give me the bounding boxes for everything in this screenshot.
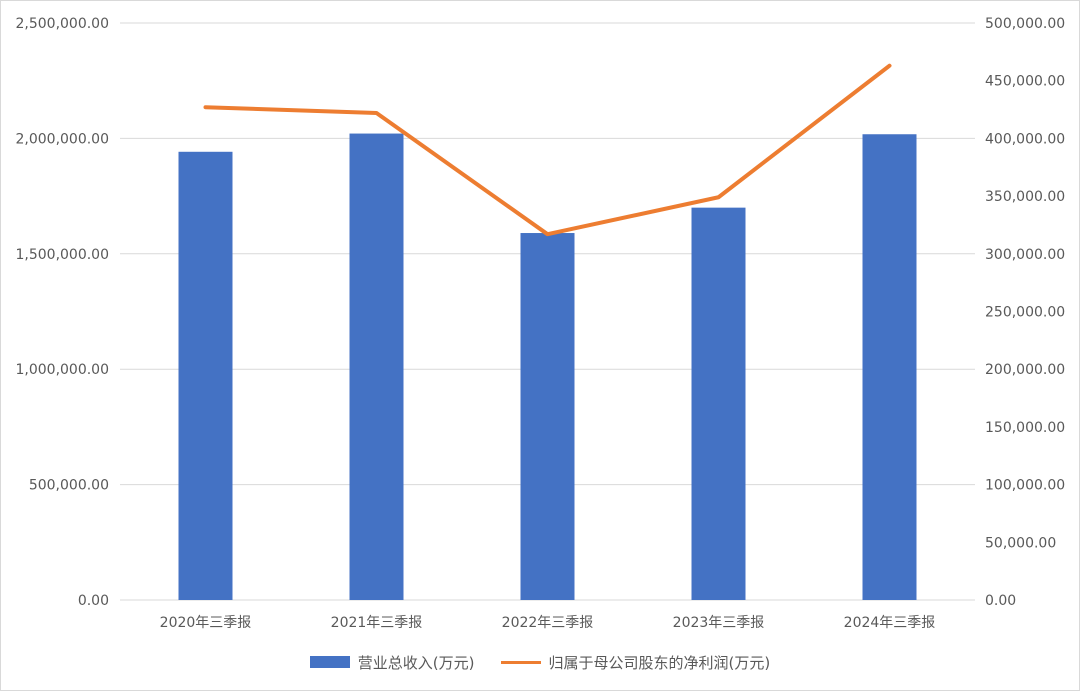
right-tick-label: 400,000.00 [985,131,1065,147]
revenue-bars [179,134,917,600]
revenue-bar [179,152,233,600]
x-tick-label: 2022年三季报 [502,615,594,631]
legend-label-net-profit: 归属于母公司股东的净利润(万元) [549,652,771,673]
x-tick-label: 2024年三季报 [844,615,936,631]
right-tick-label: 450,000.00 [985,74,1065,90]
revenue-bar [692,208,746,600]
left-tick-label: 500,000.00 [29,478,109,494]
right-tick-label: 50,000.00 [985,535,1056,551]
left-tick-label: 1,500,000.00 [15,247,109,263]
revenue-bar [521,233,575,600]
legend-item-revenue[interactable]: 营业总收入(万元) [310,652,475,673]
left-tick-label: 2,000,000.00 [15,131,109,147]
x-tick-label: 2020年三季报 [160,615,252,631]
x-tick-label: 2021年三季报 [331,615,423,631]
x-axis-labels: 2020年三季报 2021年三季报 2022年三季报 2023年三季报 2024年三季报 [160,615,936,631]
right-axis-labels: 0.00 50,000.00 100,000.00 150,000.00 200,000… [985,16,1065,609]
right-tick-label: 500,000.00 [985,16,1065,32]
left-tick-label: 1,000,000.00 [15,362,109,378]
net-profit-line-path [206,66,890,234]
legend-label-revenue: 营业总收入(万元) [358,652,475,673]
right-tick-label: 200,000.00 [985,362,1065,378]
right-tick-label: 0.00 [985,593,1016,609]
left-axis-labels: 0.00 500,000.00 1,000,000.00 1,500,000.00 2,… [15,16,109,609]
legend-swatch-net-profit [501,661,541,664]
right-tick-label: 150,000.00 [985,420,1065,436]
right-tick-label: 300,000.00 [985,247,1065,263]
revenue-bar [350,134,404,600]
revenue-bar [863,134,917,600]
legend-swatch-revenue [310,656,350,668]
legend-item-net-profit[interactable]: 归属于母公司股东的净利润(万元) [501,652,771,673]
legend: 营业总收入(万元) 归属于母公司股东的净利润(万元) [0,650,1080,674]
left-tick-label: 2,500,000.00 [15,16,109,32]
right-tick-label: 250,000.00 [985,305,1065,321]
right-tick-label: 350,000.00 [985,189,1065,205]
x-tick-label: 2023年三季报 [673,615,765,631]
net-profit-line [205,66,889,235]
right-tick-label: 100,000.00 [985,478,1065,494]
left-tick-label: 0.00 [78,593,109,609]
